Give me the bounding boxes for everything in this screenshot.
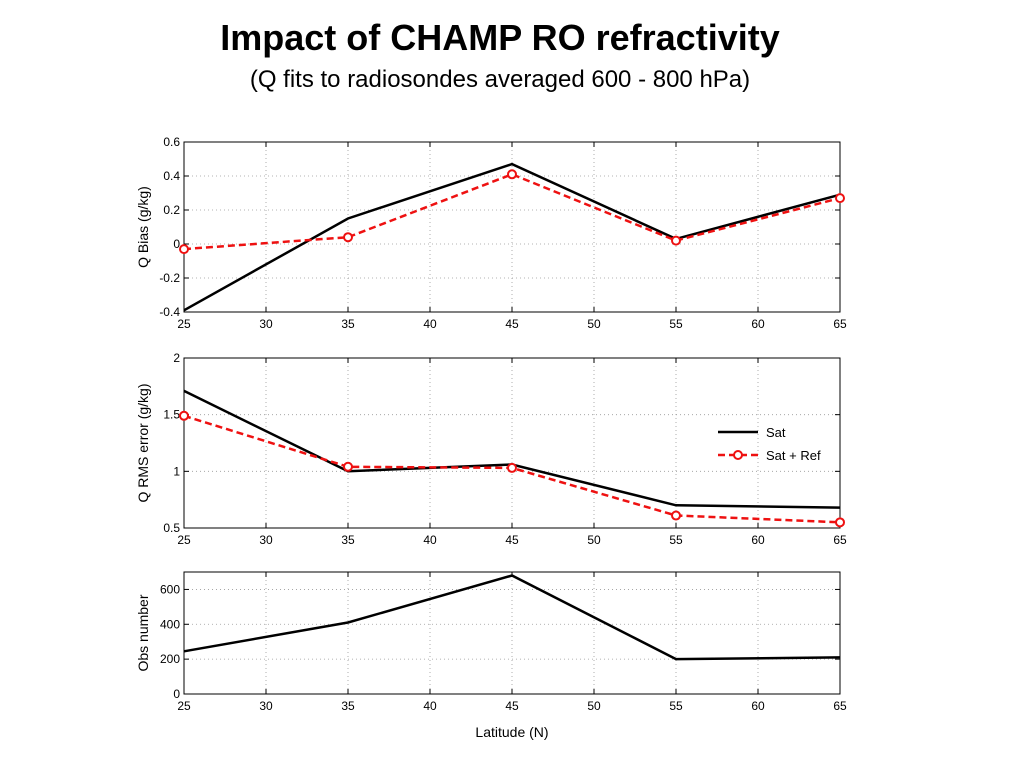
- y-tick-label: 400: [160, 617, 180, 631]
- data-point-sat-ref: [507, 169, 517, 180]
- x-tick-label: 50: [587, 317, 601, 331]
- chart-panel-2: 25 30 35 40 45 50 55 60 65 0.5 1 1.5 2 Q RMS error (g…: [135, 351, 847, 547]
- y-tick-label: 0.4: [163, 169, 180, 183]
- chart-panel-3: 25 30 35 40 45 50 55 60 65 0 200 400 600 Obs number La…: [135, 571, 847, 740]
- y-tick-label: 200: [160, 652, 180, 666]
- legend-marker-sat-ref: [733, 450, 743, 460]
- x-tick-label: 35: [341, 533, 355, 547]
- x-tick-label: 60: [751, 533, 765, 547]
- page-subtitle: (Q fits to radiosondes averaged 600 - 80…: [249, 66, 751, 93]
- x-tick-label: 35: [341, 317, 355, 331]
- x-tick-label: 55: [669, 699, 683, 713]
- legend: Sat Sat + Ref: [718, 425, 821, 463]
- y-tick-label: 0.2: [163, 203, 180, 217]
- x-tick-label: 40: [423, 699, 437, 713]
- y-axis-label: Q Bias (g/kg): [135, 186, 151, 268]
- chart-panel-1: 25 30 35 40 45 50 55 60 65 -0.4 -0.2 0 0.2 0.4 0.6 Q Bi…: [135, 135, 847, 331]
- x-tick-label: 55: [669, 317, 683, 331]
- x-tick-label: 30: [259, 317, 273, 331]
- y-axis-label: Obs number: [135, 594, 151, 671]
- y-tick-label: -0.4: [159, 305, 180, 319]
- data-point-sat-ref: [179, 244, 189, 255]
- data-point-sat-ref: [671, 235, 681, 246]
- x-tick-label: 40: [423, 317, 437, 331]
- data-point-sat-ref: [835, 517, 845, 528]
- data-point-sat-ref: [507, 462, 517, 473]
- data-point-sat-ref: [343, 461, 353, 472]
- x-tick-label: 60: [751, 699, 765, 713]
- series-line-sat-ref: [183, 172, 841, 251]
- y-tick-label: 0.6: [163, 135, 180, 149]
- x-tick-label: 45: [505, 699, 519, 713]
- x-tick-label: 35: [341, 699, 355, 713]
- data-point-sat-ref: [179, 410, 189, 421]
- y-tick-label: 1: [173, 464, 180, 478]
- data-point-sat-ref: [343, 232, 353, 243]
- x-tick-label: 45: [505, 317, 519, 331]
- y-tick-label: 600: [160, 582, 180, 596]
- x-tick-label: 40: [423, 533, 437, 547]
- y-tick-label: 0: [173, 687, 180, 701]
- x-tick-label: 50: [587, 699, 601, 713]
- x-axis-label: Latitude (N): [475, 724, 548, 740]
- y-tick-label: 2: [173, 351, 180, 365]
- y-tick-label: 0: [173, 237, 180, 251]
- x-tick-label: 25: [177, 533, 191, 547]
- y-tick-label: 0.5: [163, 521, 180, 535]
- x-tick-label: 65: [833, 317, 847, 331]
- legend-label-sat: Sat: [766, 425, 786, 440]
- x-tick-label: 25: [177, 699, 191, 713]
- data-point-sat-ref: [671, 510, 681, 521]
- x-tick-label: 25: [177, 317, 191, 331]
- legend-label-sat-ref: Sat + Ref: [766, 448, 821, 463]
- x-tick-label: 60: [751, 317, 765, 331]
- x-tick-label: 65: [833, 533, 847, 547]
- y-tick-label: 1.5: [163, 408, 180, 422]
- x-tick-label: 45: [505, 533, 519, 547]
- x-tick-label: 30: [259, 699, 273, 713]
- data-point-sat-ref: [835, 193, 845, 204]
- page-title: Impact of CHAMP RO refractivity: [220, 17, 780, 58]
- x-tick-label: 50: [587, 533, 601, 547]
- y-axis-label: Q RMS error (g/kg): [135, 383, 151, 502]
- x-tick-label: 30: [259, 533, 273, 547]
- x-tick-label: 65: [833, 699, 847, 713]
- x-tick-label: 55: [669, 533, 683, 547]
- y-tick-label: -0.2: [159, 271, 180, 285]
